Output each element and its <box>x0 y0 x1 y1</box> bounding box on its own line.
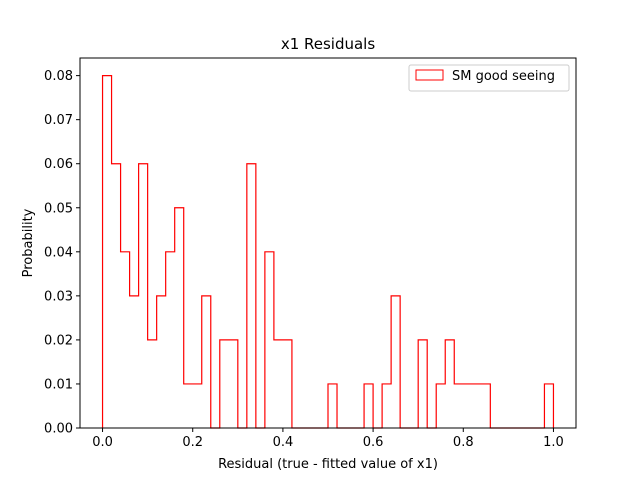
x-tick-label: 0.2 <box>182 435 203 450</box>
x-axis-label: Residual (true - fitted value of x1) <box>218 457 438 472</box>
x-tick-label: 0.8 <box>453 435 474 450</box>
y-tick-label: 0.07 <box>44 113 73 128</box>
y-tick-label: 0.00 <box>44 422 73 437</box>
y-axis: 0.00 0.01 0.02 0.03 0.04 0.05 0.06 0.07 0.08 <box>44 69 80 437</box>
y-tick-label: 0.06 <box>44 157 73 172</box>
x-tick-label: 0.0 <box>92 435 113 450</box>
legend-swatch <box>415 69 444 81</box>
y-tick-label: 0.05 <box>44 201 73 216</box>
legend-label: SM good seeing <box>452 69 555 84</box>
y-tick-label: 0.02 <box>44 333 73 348</box>
legend-box <box>408 64 570 92</box>
chart-title: x1 Residuals <box>281 35 376 53</box>
x-tick-label: 1.0 <box>543 435 564 450</box>
x-axis: 0.0 0.2 0.4 0.6 0.8 1.0 <box>92 428 564 450</box>
y-tick-label: 0.04 <box>44 245 73 260</box>
legend: SM good seeing <box>408 64 570 92</box>
axes-frame <box>79 57 577 429</box>
y-tick-label: 0.03 <box>44 289 73 304</box>
y-tick-label: 0.01 <box>44 377 73 392</box>
x-tick-label: 0.6 <box>363 435 384 450</box>
y-axis-label: Probability <box>21 208 36 277</box>
y-tick-label: 0.08 <box>44 69 73 84</box>
x-tick-label: 0.4 <box>273 435 294 450</box>
